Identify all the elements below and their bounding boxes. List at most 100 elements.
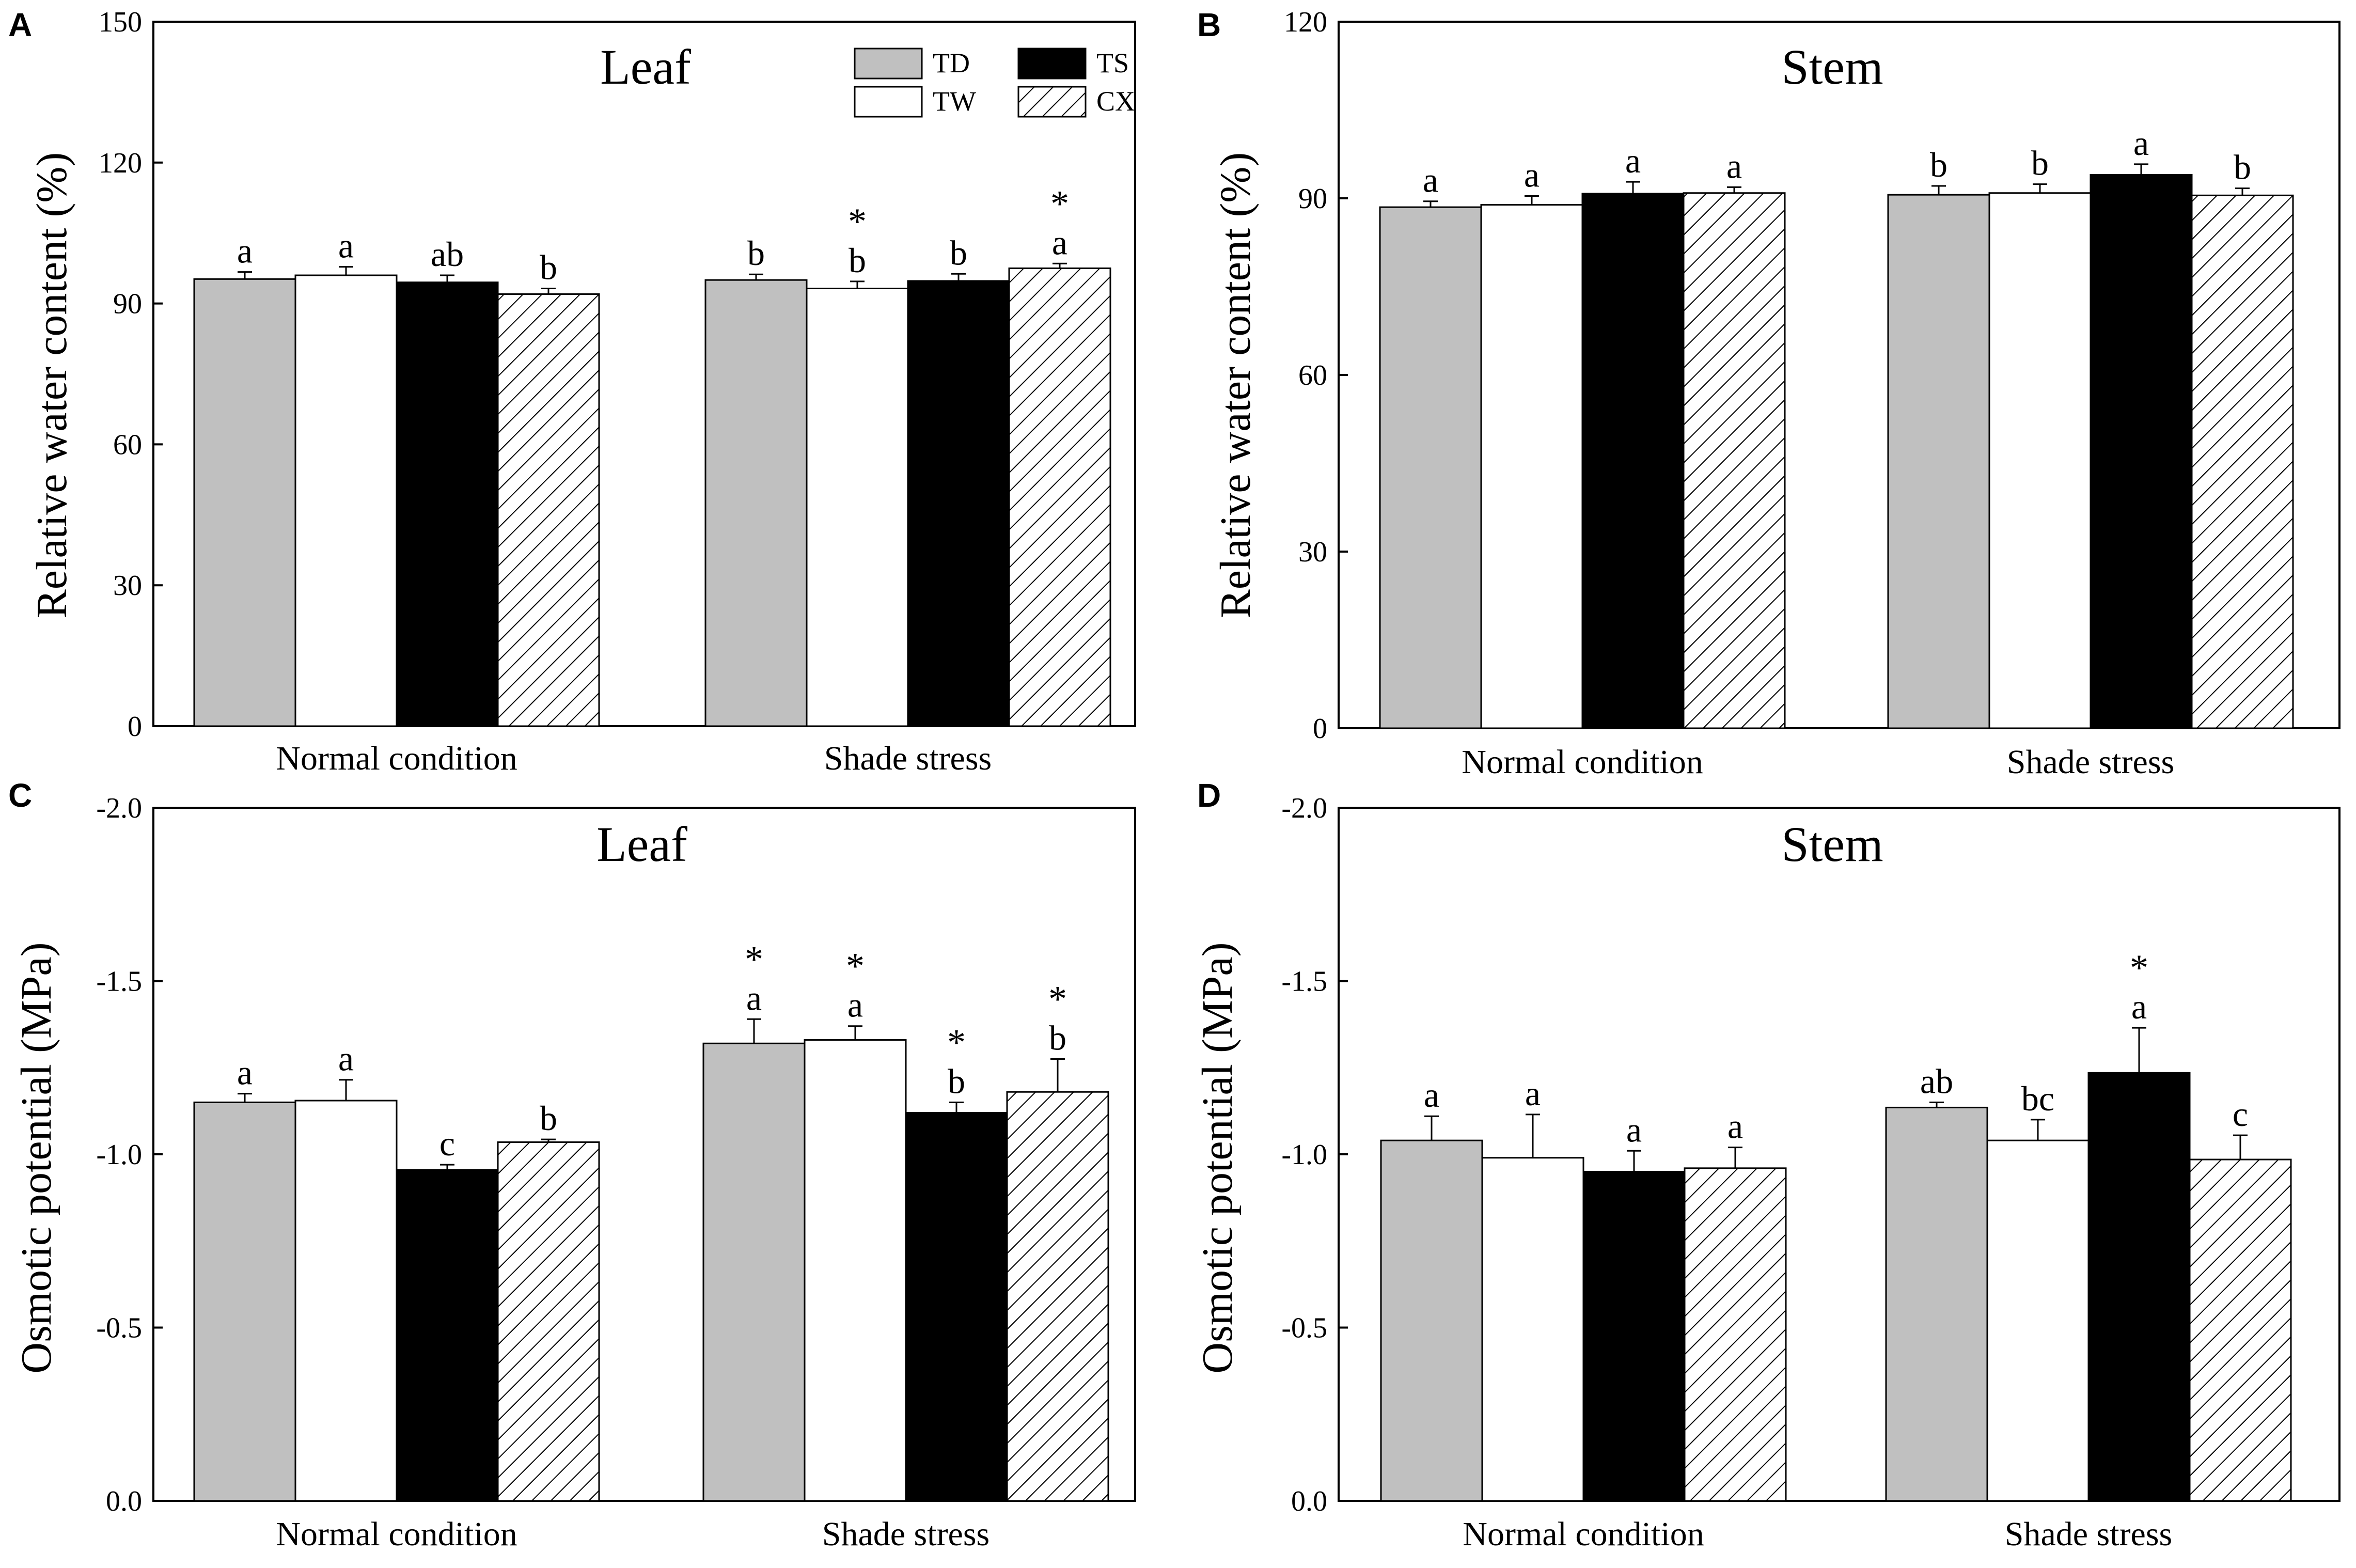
legend-label-cx: CX	[1096, 86, 1135, 117]
panel-d-significance-letter: a	[1424, 1075, 1439, 1115]
panel-b-significance-letter: b	[2234, 148, 2251, 187]
panel-a-bar-tw-normal	[294, 274, 398, 727]
panel-b-y-tick-label: 30	[1298, 536, 1327, 568]
panel-a-significance-letter: b	[950, 233, 967, 272]
panel-a-significance-letter: a	[338, 226, 354, 265]
panel-d-y-tick-label: 0.0	[1291, 1485, 1327, 1517]
panel-d-significance-letter: a	[1525, 1074, 1541, 1113]
panel-b-y-tick-label: 90	[1298, 183, 1327, 215]
panel-d: D 0.0-0.5-1.0-1.5-2.0a aa aab bca*c Stem Os…	[1193, 777, 2341, 1553]
panel-b-bar-td-normal	[1379, 206, 1482, 729]
panel-a-significance-star: *	[1050, 183, 1069, 224]
panel-d-significance-letter: a	[1626, 1110, 1642, 1149]
panel-d-bar-cx-shade	[2189, 1158, 2292, 1502]
panel-b-category-label-1: Shade stress	[2007, 743, 2174, 781]
panel-a-y-axis-title: Relative water content (%)	[28, 152, 76, 619]
panel-a-significance-letter: b	[849, 241, 866, 280]
legend: TD TS TW CX	[854, 48, 1135, 118]
panel-c-bar-tw-normal	[294, 1100, 398, 1502]
panel-b-bar-tw-normal	[1480, 204, 1583, 729]
panel-b-bar-cx-shade	[2191, 194, 2294, 729]
panel-d-bar-td-shade	[1885, 1106, 1988, 1502]
panel-a-significance-letter: b	[747, 233, 765, 273]
panel-c-y-tick-label: -1.0	[96, 1139, 142, 1171]
panel-a-y-tick-label: 0	[128, 711, 142, 743]
panel-a-bar-ts-shade	[907, 280, 1010, 727]
panel-b-y-tick-label: 60	[1298, 359, 1327, 391]
panel-b-bar-td-shade	[1887, 194, 1990, 729]
panel-a-significance-letter: a	[237, 231, 253, 271]
panel-letter-a: A	[8, 6, 32, 43]
panel-a-significance-letter: b	[540, 248, 557, 287]
panel-c-bar-ts-shade	[905, 1111, 1008, 1502]
panel-c-bar-cx-shade	[1006, 1091, 1109, 1502]
panel-c-category-label-0: Normal condition	[276, 1515, 517, 1553]
panel-b: B 0 30 60 90 120 a a a a b b a b Stem Relative water…	[1197, 6, 2341, 781]
panel-a-bar-ts-normal	[396, 281, 499, 727]
legend-label-td: TD	[933, 48, 970, 79]
panel-letter-c: C	[8, 777, 32, 814]
panel-c-significance-letter: b	[540, 1099, 557, 1138]
panel-a-significance-letter: a	[1052, 223, 1067, 262]
panel-c-bar-ts-normal	[396, 1169, 499, 1502]
legend-label-ts: TS	[1096, 48, 1129, 79]
panel-c-significance-letter: c	[439, 1124, 455, 1163]
panel-b-plot: 0 30 60 90 120 a a a a b b a b	[1284, 6, 2341, 745]
panel-b-significance-letter: a	[1524, 155, 1540, 194]
panel-a-bar-tw-shade	[806, 288, 909, 727]
panel-b-significance-letter: a	[2133, 123, 2149, 163]
panel-c-bar-td-shade	[702, 1042, 806, 1502]
panel-a-bar-td-shade	[704, 279, 808, 727]
panel-d-significance-letter: c	[2233, 1094, 2248, 1134]
panel-c-bar-td-normal	[193, 1101, 296, 1502]
panel-c-significance-letter: a	[847, 985, 863, 1025]
panel-c-significance-letter: b	[1049, 1018, 1066, 1057]
panel-a-category-label-0: Normal condition	[276, 740, 517, 777]
panel-a-bar-cx-normal	[497, 293, 600, 727]
panel-c-title: Leaf	[596, 817, 687, 872]
panel-d-bar-ts-normal	[1582, 1171, 1686, 1502]
panel-c-significance-letter: a	[338, 1039, 354, 1078]
panel-b-title: Stem	[1781, 39, 1883, 95]
panel-a-bar-td-normal	[193, 278, 296, 727]
panel-b-significance-letter: b	[2031, 144, 2049, 183]
panel-d-significance-star: *	[2130, 947, 2148, 989]
panel-a-category-label-1: Shade stress	[824, 740, 992, 777]
panel-c-significance-letter: b	[948, 1061, 965, 1101]
panel-b-category-label-0: Normal condition	[1462, 743, 1703, 781]
panel-d-bar-cx-normal	[1684, 1167, 1787, 1502]
panel-b-significance-letter: a	[1625, 141, 1641, 180]
panel-a-y-tick-label: 90	[113, 288, 142, 320]
panel-a-significance-star: *	[848, 201, 867, 242]
panel-d-y-tick-label: -1.0	[1281, 1139, 1327, 1171]
panel-d-plot: 0.0-0.5-1.0-1.5-2.0a aa aab bca*c	[1281, 792, 2341, 1517]
panel-c-category-label-1: Shade stress	[822, 1515, 989, 1553]
panel-d-y-tick-label: -1.5	[1281, 966, 1327, 998]
panel-letter-d: D	[1197, 777, 1221, 814]
panel-d-bar-tw-shade	[1986, 1139, 2090, 1502]
panel-d-bar-ts-shade	[2087, 1072, 2191, 1502]
panel-d-significance-letter: ab	[1920, 1061, 1953, 1101]
panel-a-significance-letter: ab	[431, 234, 464, 274]
panel-d-y-tick-label: -0.5	[1281, 1312, 1327, 1344]
legend-swatch-tw	[854, 86, 923, 118]
panel-a-title: Leaf	[600, 39, 691, 95]
panel-c-significance-letter: a	[746, 978, 762, 1017]
panel-c-significance-star: *	[1048, 978, 1067, 1020]
panel-d-significance-letter: a	[2131, 987, 2147, 1026]
panel-c-significance-star: *	[745, 938, 763, 980]
legend-swatch-ts	[1017, 48, 1087, 80]
panel-d-bar-td-normal	[1380, 1139, 1483, 1502]
panel-d-significance-letter: a	[1727, 1107, 1743, 1146]
panel-a-y-tick-label: 150	[99, 6, 142, 38]
panel-c-y-tick-label: -1.5	[96, 966, 142, 998]
panel-c-significance-star: *	[846, 946, 865, 987]
panel-a-plot-frame	[152, 21, 1136, 727]
panel-b-bar-cx-normal	[1683, 192, 1786, 729]
panel-d-significance-letter: bc	[2021, 1079, 2054, 1118]
panel-a-y-tick-label: 120	[99, 147, 142, 179]
panel-c-y-axis-title: Osmotic potential (MPa)	[12, 942, 60, 1373]
